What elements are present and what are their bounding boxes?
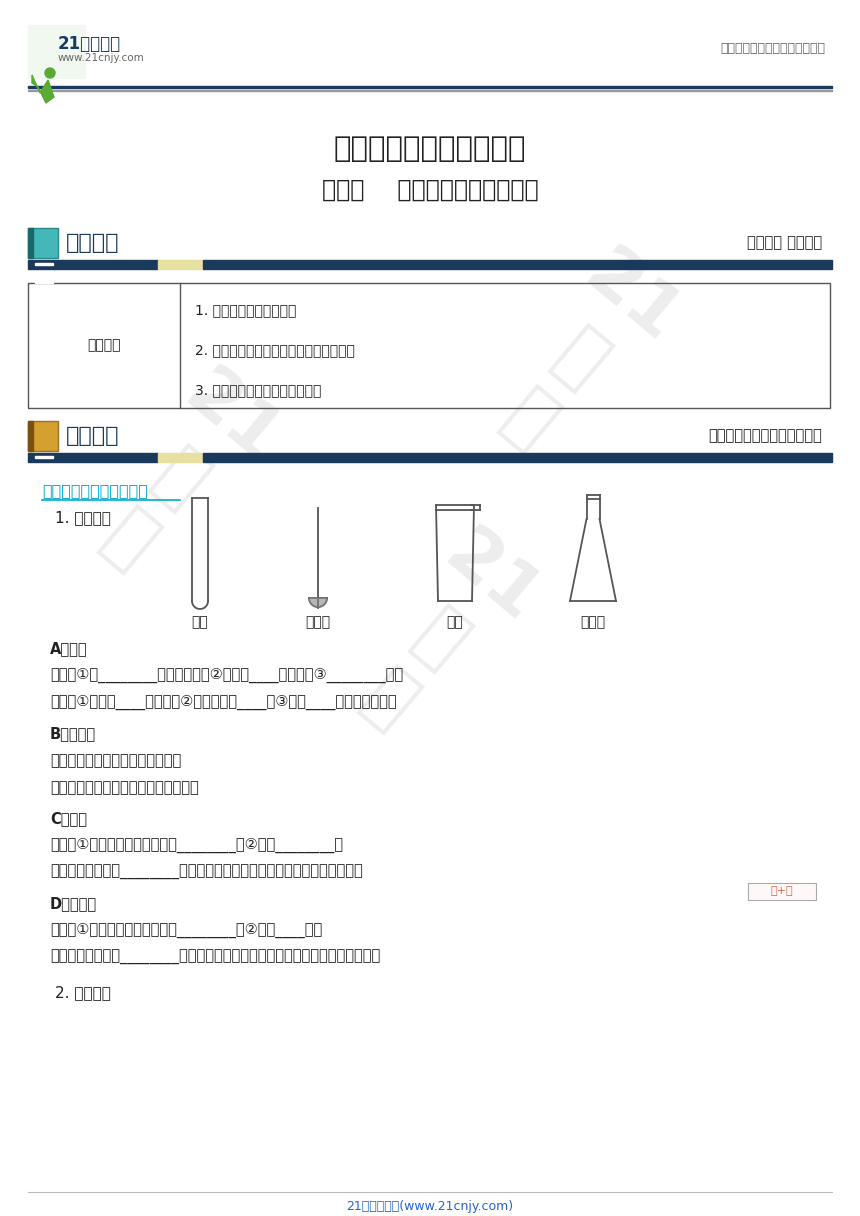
Text: 注意：①加热时____应干燥；②热试管不能____；③加热____时不超过其容积: 注意：①加热时____应干燥；②热试管不能____；③加热____时不超过其容积 [50, 696, 396, 710]
Text: 燃烧匙: 燃烧匙 [305, 615, 330, 629]
Text: 注意：防止接触酸、碱、盐等化学试剂: 注意：防止接触酸、碱、盐等化学试剂 [50, 779, 199, 795]
Text: 中小学教育资源及组卷应用平台: 中小学教育资源及组卷应用平台 [720, 43, 825, 55]
Bar [28, 85, 832, 88]
Bar [158, 260, 203, 269]
Bar [35, 456, 53, 458]
Text: 第三讲    认识化学仪器（原卷）: 第三讲 认识化学仪器（原卷） [322, 178, 538, 202]
Text: B、燃烧匙: B、燃烧匙 [50, 726, 96, 741]
Text: A、试管: A、试管 [50, 641, 88, 655]
Text: 课程要求: 课程要求 [87, 338, 120, 353]
Polygon shape [28, 26, 85, 78]
Text: 物理变化常见的化学仪器: 物理变化常见的化学仪器 [42, 483, 148, 499]
Bar [35, 263, 53, 265]
Polygon shape [32, 75, 54, 103]
Text: 夯实基础，建立完整知识体系: 夯实基础，建立完整知识体系 [709, 428, 822, 443]
Text: 课程要求: 课程要求 [66, 233, 120, 253]
Text: 基础知识: 基础知识 [66, 426, 120, 446]
Text: www.21cnjy.com: www.21cnjy.com [58, 54, 144, 63]
Text: 题+图: 题+图 [771, 886, 793, 896]
Text: 1. 知道常见仪器的名称；: 1. 知道常见仪器的名称； [195, 303, 297, 317]
Bar [28, 454, 158, 462]
Text: 21世纪教育: 21世纪教育 [58, 35, 121, 54]
Bar [28, 229, 33, 258]
Text: 2. 贮存仪器: 2. 贮存仪器 [55, 985, 111, 1000]
Bar [748, 883, 816, 900]
Bar [28, 283, 830, 409]
Bar [158, 454, 203, 462]
Bar [203, 260, 832, 269]
Text: 21
教
育: 21 教 育 [328, 520, 552, 760]
Text: 九年级化学暑假衔接讲义: 九年级化学暑假衔接讲义 [334, 135, 526, 163]
Bar [203, 454, 832, 462]
Bar [28, 421, 58, 451]
Polygon shape [309, 598, 327, 607]
Text: C、烧杯: C、烧杯 [50, 811, 87, 826]
Bar [28, 421, 33, 451]
Text: 锥形瓶: 锥形瓶 [580, 615, 605, 629]
Text: D、锥形瓶: D、锥形瓶 [50, 896, 97, 911]
Text: 21
教
育: 21 教 育 [68, 360, 292, 599]
Text: 1. 反应容器: 1. 反应容器 [55, 510, 111, 525]
Text: 注意：加热时要垫________（保证烧杯受热均匀，防止局部受热炸裂烧杯）: 注意：加热时要垫________（保证烧杯受热均匀，防止局部受热炸裂烧杯） [50, 865, 363, 880]
Text: 烧杯: 烧杯 [446, 615, 464, 629]
Text: 用途：用于支持可燃性固体物质的: 用途：用于支持可燃性固体物质的 [50, 753, 181, 769]
Text: 注意：加热时要垫________（确保锥形瓶受热均匀，防止局部受热炸裂锥形瓶）: 注意：加热时要垫________（确保锥形瓶受热均匀，防止局部受热炸裂锥形瓶） [50, 950, 380, 966]
Text: 了解要求 心中有数: 了解要求 心中有数 [746, 235, 822, 250]
Text: 3. 能对常见仪器进行简单分类。: 3. 能对常见仪器进行简单分类。 [195, 383, 322, 396]
Bar [35, 474, 53, 475]
Bar [28, 260, 158, 269]
Text: 用途：①用于较多量液体试剂的________；②用于________或: 用途：①用于较多量液体试剂的________；②用于________或 [50, 838, 343, 854]
Bar [35, 281, 53, 283]
Bar [35, 465, 53, 467]
Bar [28, 229, 58, 258]
Text: 2. 了解常见仪器的用途和使用注意事项；: 2. 了解常见仪器的用途和使用注意事项； [195, 343, 355, 358]
Text: 用途：①用于较多量液体试剂的________；②用于____实验: 用途：①用于较多量液体试剂的________；②用于____实验 [50, 923, 322, 939]
Bar [35, 272, 53, 274]
Text: 试管: 试管 [192, 615, 208, 629]
Text: 21
教
育: 21 教 育 [468, 240, 692, 480]
Text: 21世纪教育网(www.21cnjy.com): 21世纪教育网(www.21cnjy.com) [347, 1200, 513, 1214]
Text: 用途：①作________的反应容器；②常温或____时使用；③________气体: 用途：①作________的反应容器；②常温或____时使用；③________… [50, 668, 403, 683]
Circle shape [45, 68, 55, 78]
